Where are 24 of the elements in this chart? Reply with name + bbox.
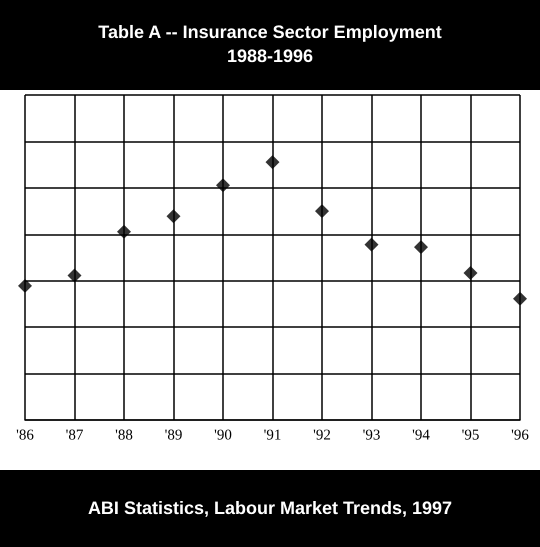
x-tick-label: '92: [313, 428, 331, 444]
x-tick-label: '96: [511, 428, 530, 444]
x-tick-label: '93: [362, 428, 380, 444]
point: [513, 292, 527, 306]
x-tick-label: '90: [214, 428, 232, 444]
point: [117, 224, 131, 239]
x-tick-label: '95: [462, 428, 480, 444]
point: [266, 155, 280, 170]
point: [216, 178, 230, 192]
point: [166, 209, 180, 224]
point: [364, 238, 378, 252]
x-tick-label: '86: [16, 428, 34, 444]
x-tick-label: '89: [164, 428, 182, 444]
point: [414, 240, 428, 254]
point: [464, 266, 478, 280]
point: [315, 204, 329, 218]
x-tick-label: '94: [412, 428, 430, 444]
x-tick-label: '88: [115, 428, 133, 444]
x-tick-label: '87: [66, 428, 84, 444]
text: ABI Statistics, Labour Market Trends, 1997: [0, 470, 540, 547]
x-tick-label: '91: [264, 428, 282, 444]
point: [18, 278, 32, 293]
point: [68, 268, 82, 283]
chart-title: Table A -- Insurance Sector Employment 1988-1996: [0, 0, 540, 90]
